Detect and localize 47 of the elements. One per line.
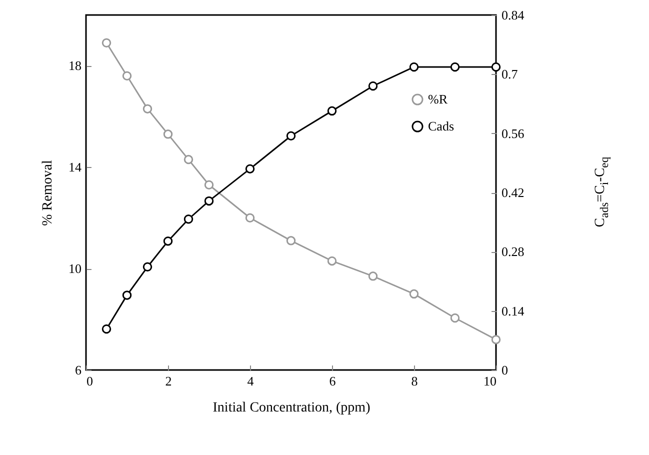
point (122, 71, 132, 80)
point (368, 272, 378, 281)
point (122, 290, 132, 300)
point (491, 62, 501, 72)
point (245, 213, 255, 222)
point (286, 131, 296, 140)
y2-tick-label: 0 (502, 362, 508, 378)
point (491, 334, 501, 344)
point (184, 214, 194, 224)
point (163, 236, 173, 246)
y2-tick-label: 0.42 (502, 185, 524, 200)
point (409, 289, 419, 299)
point (163, 130, 173, 139)
y-axis-title: % Removal (40, 160, 56, 226)
point (450, 313, 460, 323)
legend-label: %R (428, 92, 448, 106)
point (204, 196, 214, 206)
point (184, 154, 194, 164)
point (245, 164, 255, 174)
point (450, 62, 460, 72)
x-tick-label: 0 (86, 374, 93, 388)
point (327, 106, 337, 116)
y-tick-label: 6 (75, 362, 82, 378)
x-tick-label: 2 (165, 374, 172, 388)
y2-tick-label: 0.28 (502, 244, 524, 260)
x-tick-label: 4 (247, 374, 254, 388)
y-tick-label: 14 (68, 160, 82, 175)
point (142, 104, 152, 114)
y2-tick-label: 0.56 (502, 126, 525, 141)
point (102, 38, 112, 48)
legend-label: Cads (428, 118, 454, 134)
y2-tick-label: 0.7 (502, 66, 518, 82)
point (142, 262, 152, 272)
point (409, 62, 419, 72)
point (102, 324, 112, 334)
x-tick-label: 10 (484, 374, 496, 388)
y2-tick-label: 0.84 (502, 8, 525, 22)
y2-tick-label: 0.14 (502, 303, 525, 318)
point (327, 256, 337, 266)
x-tick-label: 8 (411, 374, 418, 388)
point (286, 236, 296, 246)
y-tick-label: 18 (68, 58, 82, 74)
point (204, 180, 214, 190)
point (368, 81, 378, 91)
x-tick-label: 6 (329, 374, 336, 388)
y-tick-label: 10 (68, 261, 82, 276)
x-axis-title: Initial Concentration, (ppm) (212, 400, 371, 416)
